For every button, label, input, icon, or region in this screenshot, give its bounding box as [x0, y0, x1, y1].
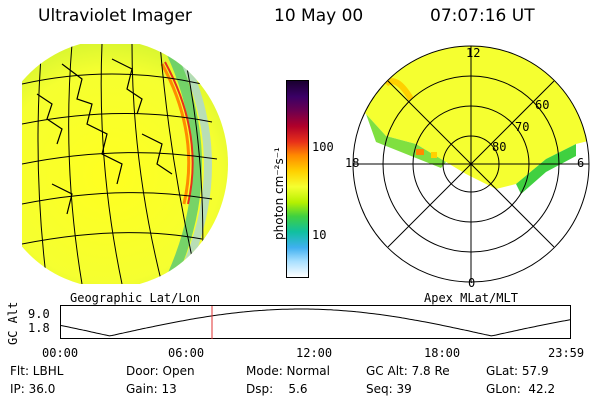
- mlt-label-12: 12: [466, 46, 481, 60]
- colorbar-tick-10: 10: [312, 228, 327, 242]
- info-door: Door: Open: [126, 364, 195, 378]
- altitude-timeline-plot: [60, 305, 571, 339]
- info-gcalt: GC Alt: 7.8 Re: [366, 364, 450, 378]
- info-glat: GLat: 57.9: [486, 364, 549, 378]
- colorbar: [286, 80, 309, 278]
- timeline-xtick-18: 18:00: [424, 346, 461, 360]
- apex-polar-plot: [352, 45, 590, 283]
- mlt-label-0: 0: [468, 276, 476, 290]
- geographic-label: Geographic Lat/Lon: [70, 291, 201, 305]
- info-mode: Mode: Normal: [246, 364, 330, 378]
- colorbar-unit-label: photon cm⁻²s⁻¹: [272, 147, 286, 240]
- instrument-title: Ultraviolet Imager: [38, 6, 192, 26]
- info-seq: Seq: 39: [366, 382, 412, 396]
- info-gain: Gain: 13: [126, 382, 177, 396]
- mlt-label-18: 18: [345, 156, 360, 170]
- geographic-earth-image: [22, 44, 228, 284]
- timeline-ytick-low: 1.8: [28, 321, 50, 335]
- mlt-label-6: 6: [577, 156, 585, 170]
- info-ip: IP: 36.0: [10, 382, 56, 396]
- info-dsp: Dsp: 5.6: [246, 382, 308, 396]
- colorbar-tick-100: 100: [312, 140, 334, 154]
- apex-label: Apex MLat/MLT: [424, 291, 518, 305]
- timeline-xtick-end: 23:59: [548, 346, 585, 360]
- info-flt: Flt: LBHL: [10, 364, 64, 378]
- time-label: 07:07:16 UT: [430, 6, 535, 26]
- timeline-ytick-high: 9.0: [28, 307, 50, 321]
- timeline-xtick-0: 00:00: [42, 346, 79, 360]
- timeline-xtick-12: 12:00: [296, 346, 333, 360]
- date-label: 10 May 00: [274, 6, 364, 26]
- mlat-label-80: 80: [492, 140, 507, 154]
- mlat-label-60: 60: [535, 98, 550, 112]
- info-glon: GLon: 42.2: [486, 382, 556, 396]
- timeline-xtick-6: 06:00: [168, 346, 205, 360]
- timeline-ylabel: GC Alt: [6, 301, 20, 345]
- mlat-label-70: 70: [515, 120, 530, 134]
